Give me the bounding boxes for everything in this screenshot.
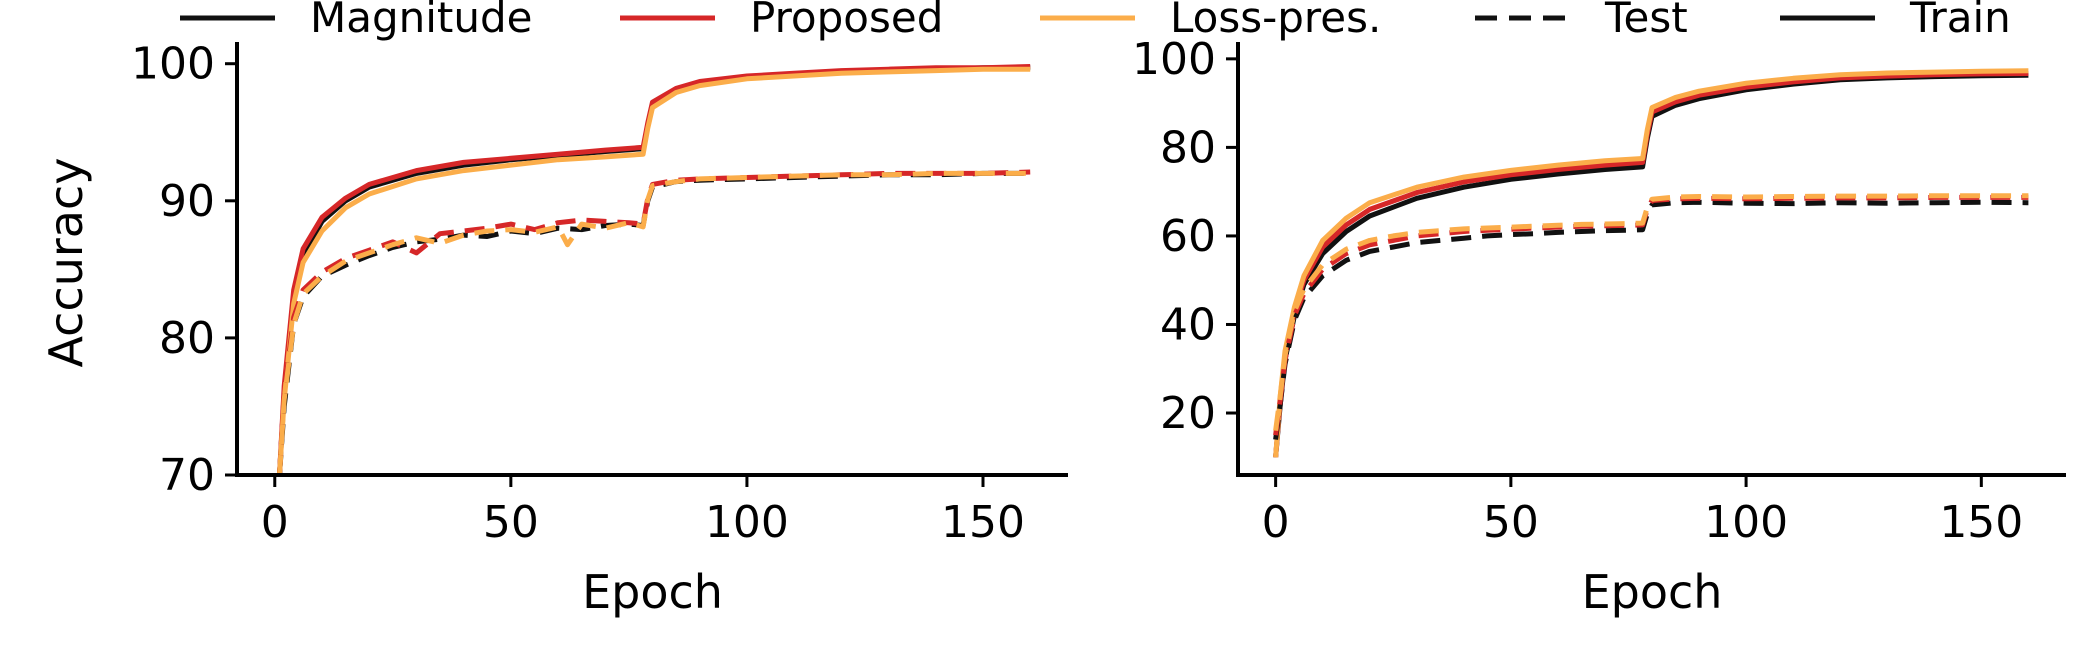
series-proposed-train (277, 64, 1031, 475)
legend-label-test: Test (1604, 0, 1688, 42)
series-proposed-test (1273, 194, 2029, 436)
legend-label-train: Train (1909, 0, 2011, 42)
series-proposed-test (277, 169, 1031, 475)
series-group (1273, 68, 2029, 458)
y-tick-label: 100 (131, 39, 215, 90)
legend-label-proposed: Proposed (750, 0, 943, 42)
x-tick-label: 50 (1483, 497, 1539, 548)
x-tick-label: 100 (705, 497, 789, 548)
y-tick-label: 70 (159, 450, 215, 501)
x-tick-label: 0 (1262, 497, 1290, 548)
legend: Magnitude Proposed Loss-pres. Test Train (180, 0, 2011, 42)
x-tick-label: 150 (941, 497, 1025, 548)
series-group (277, 64, 1031, 475)
series-magnitude-test (277, 170, 1031, 475)
x-tick-label: 0 (261, 497, 289, 548)
y-tick-label: 40 (1160, 299, 1216, 350)
series-loss-pres-test (1273, 193, 2029, 432)
series-magnitude-train (277, 65, 1031, 475)
y-tick-label: 90 (159, 176, 215, 227)
series-proposed-train (1273, 71, 2029, 458)
left-panel: 0 50 100 150 70 80 90 100 Epoch Accuracy (39, 39, 1068, 619)
x-axis-label: Epoch (1582, 565, 1723, 619)
y-axis-label: Accuracy (39, 157, 93, 367)
series-magnitude-train (1273, 72, 2029, 458)
y-tick-label: 60 (1160, 211, 1216, 262)
legend-label-magnitude: Magnitude (310, 0, 533, 42)
x-tick-label: 50 (483, 497, 539, 548)
right-panel: 0 50 100 150 20 40 60 80 100 Epoch (1132, 34, 2066, 619)
x-tick-label: 150 (1939, 497, 2023, 548)
x-tick-label: 100 (1704, 497, 1788, 548)
legend-label-loss-pres: Loss-pres. (1170, 0, 1381, 42)
x-axis-label: Epoch (582, 565, 723, 619)
series-magnitude-test (1273, 199, 2029, 440)
series-loss-pres-test (277, 170, 1031, 475)
series-loss-pres-train (277, 66, 1031, 475)
y-tick-label: 100 (1132, 34, 1216, 85)
y-tick-label: 80 (159, 313, 215, 364)
y-tick-label: 20 (1160, 388, 1216, 439)
y-tick-label: 80 (1160, 122, 1216, 173)
series-loss-pres-train (1273, 68, 2029, 458)
